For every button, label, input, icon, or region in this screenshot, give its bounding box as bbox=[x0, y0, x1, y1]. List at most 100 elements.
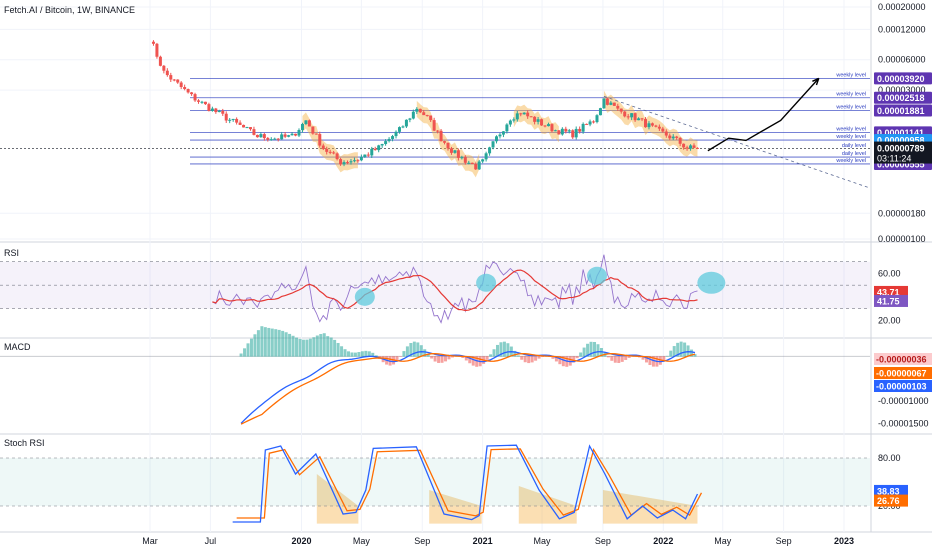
time-axis-label: Sep bbox=[776, 536, 792, 546]
candle-body bbox=[585, 123, 589, 125]
macd-histogram-tag-value: -0.00000036 bbox=[876, 355, 927, 365]
macd-histogram-bar bbox=[437, 356, 441, 363]
macd-histogram-bar bbox=[627, 356, 631, 358]
macd-histogram-bar bbox=[398, 356, 402, 357]
macd-histogram-bar bbox=[305, 339, 309, 357]
candle-body bbox=[463, 157, 467, 163]
macd-histogram-bar bbox=[554, 356, 558, 362]
macd-histogram-bar bbox=[288, 333, 292, 357]
candle-body bbox=[169, 75, 173, 80]
candle-body bbox=[411, 111, 415, 119]
macd-histogram-bar bbox=[246, 343, 250, 357]
macd-histogram-bar bbox=[551, 356, 555, 359]
candle-body bbox=[602, 98, 606, 109]
candle-body bbox=[581, 123, 585, 132]
current-price-tag[interactable] bbox=[874, 141, 932, 164]
rsi-highlight-bubble bbox=[476, 273, 497, 292]
level-name: weekly level bbox=[835, 105, 866, 111]
candle-body bbox=[366, 154, 370, 156]
price-axis-label: 0.00003000 bbox=[878, 85, 926, 95]
candle-body bbox=[661, 128, 665, 132]
candle-body bbox=[231, 118, 235, 120]
macd-histogram-bar bbox=[260, 326, 264, 357]
candle-body bbox=[526, 112, 530, 117]
rsi-value: 41.75 bbox=[877, 296, 900, 306]
macd-histogram-bar bbox=[690, 349, 694, 357]
candle-body bbox=[650, 123, 654, 126]
macd-histogram-bar bbox=[485, 356, 489, 360]
candle-body bbox=[626, 116, 630, 118]
candle-body bbox=[640, 118, 644, 120]
candle-body bbox=[657, 126, 661, 129]
macd-histogram-bar bbox=[693, 354, 697, 357]
rsi-title: RSI bbox=[4, 248, 19, 258]
candle-body bbox=[637, 118, 641, 121]
candle-body bbox=[221, 110, 225, 114]
level-price-tag[interactable] bbox=[874, 72, 932, 85]
daily-level-label: daily level bbox=[842, 143, 866, 149]
rsi-ma-line bbox=[212, 269, 698, 312]
candle-body bbox=[664, 131, 668, 136]
macd-histogram-bar bbox=[672, 346, 676, 357]
rsi-ma-value: 43.71 bbox=[877, 287, 900, 297]
candle-body bbox=[560, 128, 564, 135]
candle-body bbox=[252, 129, 256, 135]
candle-body bbox=[477, 161, 481, 170]
candle-body bbox=[415, 108, 419, 112]
macd-histogram-bar bbox=[669, 350, 673, 357]
macd-histogram-bar bbox=[308, 338, 312, 357]
candle-body bbox=[158, 56, 162, 66]
macd-histogram-bar bbox=[371, 352, 375, 357]
bar-countdown: 03:11:24 bbox=[877, 154, 911, 164]
macd-histogram-bar bbox=[589, 341, 593, 357]
stoch-d-value: 26.76 bbox=[877, 496, 900, 506]
macd-histogram-bar bbox=[433, 356, 437, 362]
candle-body bbox=[675, 136, 679, 138]
candle-body bbox=[515, 113, 519, 120]
macd-histogram-bar bbox=[367, 351, 371, 357]
candle-body bbox=[311, 126, 315, 134]
candle-body bbox=[328, 151, 332, 153]
level-price-label: 0.00001881 bbox=[877, 106, 925, 116]
candle-body bbox=[200, 101, 204, 103]
candle-body bbox=[685, 147, 689, 149]
macd-histogram-bar bbox=[464, 356, 468, 361]
macd-histogram-bar bbox=[333, 339, 337, 357]
candle-body bbox=[321, 145, 325, 149]
macd-histogram-bar bbox=[281, 330, 285, 357]
candle-body bbox=[297, 130, 301, 136]
candle-body bbox=[332, 152, 336, 154]
candle-body bbox=[484, 153, 488, 160]
candle-body bbox=[470, 162, 474, 164]
candle-body bbox=[481, 159, 485, 162]
candle-body bbox=[439, 130, 443, 142]
level-price-tag[interactable] bbox=[874, 104, 932, 117]
candle-body bbox=[644, 119, 648, 128]
candle-body bbox=[207, 104, 211, 111]
rsi-highlight-bubble bbox=[354, 287, 375, 306]
candle-body bbox=[397, 127, 401, 132]
candle-body bbox=[183, 87, 187, 90]
candle-body bbox=[446, 142, 450, 149]
macd-histogram-bar bbox=[423, 349, 427, 357]
axes-layer[interactable]: Mar Jul 2020 May Sep 2021 May Sep 2022 May Sep 2023… bbox=[142, 2, 932, 546]
level-price-tag[interactable] bbox=[874, 91, 932, 104]
macd-histogram-bar bbox=[502, 341, 506, 357]
macd-histogram-bar bbox=[419, 345, 423, 357]
macd-histogram-bar bbox=[409, 343, 413, 357]
macd-line-tag bbox=[874, 380, 932, 392]
macd-histogram-bar bbox=[357, 352, 361, 357]
macd-histogram-bar bbox=[606, 356, 610, 358]
candle-body bbox=[682, 143, 686, 148]
stoch-k-line bbox=[232, 444, 699, 523]
macd-line bbox=[240, 351, 696, 424]
macd-histogram-bar bbox=[263, 327, 267, 357]
highlight-zone bbox=[603, 90, 698, 157]
macd-histogram-bar bbox=[617, 356, 621, 363]
projection-layer bbox=[603, 77, 871, 189]
macd-histogram-bar bbox=[641, 356, 645, 360]
level-lines: weekly level weekly level weekly level week… bbox=[0, 72, 870, 165]
macd-histogram-bar bbox=[461, 356, 465, 359]
candle-body bbox=[689, 145, 693, 149]
macd-histogram-bar bbox=[322, 333, 326, 357]
